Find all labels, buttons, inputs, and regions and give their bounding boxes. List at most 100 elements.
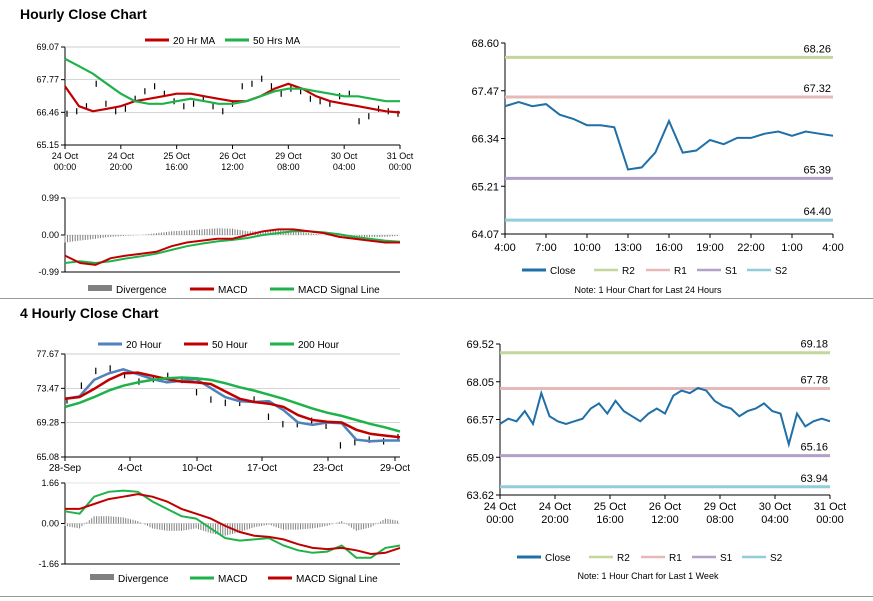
x-tick-label: 12:00 [221,162,244,172]
legend-label: S2 [770,553,783,564]
legend-label: R1 [674,266,687,277]
y-tick-label: 67.47 [471,86,499,98]
series-20-hour [64,367,400,443]
level-label-s1: 65.39 [803,164,831,176]
y-tick-label: 65.21 [471,181,499,193]
legend-label: 50 Hrs MA [253,36,301,47]
y-tick-label: 64.07 [471,229,499,241]
y-tick-label: -1.66 [38,559,59,569]
x-tick-label: 24 Oct [52,151,79,161]
x-tick-label: 20:00 [541,514,569,526]
x-tick-label: 08:00 [277,162,300,172]
x-tick-label: 19:00 [696,242,724,254]
y-tick-label: 65.08 [36,452,59,462]
legend-label: Close [545,553,571,564]
x-tick-label: 00:00 [486,514,514,526]
legend-label: R1 [669,553,682,564]
y-tick-label: 0.99 [41,193,59,203]
x-tick-label: 4:00 [494,242,515,254]
y-tick-label: 0.00 [41,519,59,529]
x-tick-label: 30 Oct [331,151,358,161]
y-tick-label: 77.67 [36,349,59,359]
x-tick-label: 04:00 [761,514,789,526]
x-tick-label: 7:00 [535,242,556,254]
x-tick-label: 00:00 [816,514,844,526]
y-tick-label: 63.62 [466,490,494,502]
x-tick-label: 22:00 [737,242,765,254]
series-20hr-ma [64,82,401,114]
x-tick-label: 4:00 [822,242,843,254]
legend-label: 20 Hour [126,340,162,351]
level-label-s1: 65.16 [800,442,828,454]
x-tick-label: 16:00 [596,514,624,526]
x-tick-label: 04:00 [333,162,356,172]
legend-label: S1 [725,266,738,277]
x-tick-label: 26 Oct [649,501,681,513]
series-50-hour [64,371,401,439]
y-tick-label: 66.57 [466,415,494,427]
x-tick-label: 12:00 [651,514,679,526]
y-tick-label: 68.05 [466,377,494,389]
legend-label: Divergence [116,285,167,296]
y-tick-label: -0.99 [38,267,59,277]
x-tick-label: 29-Oct [380,463,410,474]
legend-label: 20 Hr MA [173,36,216,47]
x-tick-label: 31 Oct [387,151,414,161]
legend-swatch [88,285,112,291]
legend-label: 200 Hour [298,340,340,351]
series-close [504,100,834,171]
x-tick-label: 30 Oct [759,501,791,513]
y-tick-label: 69.07 [36,42,59,52]
x-tick-label: 17-Oct [247,463,277,474]
x-tick-label: 13:00 [614,242,642,254]
series-macd-signal [64,230,401,265]
level-label-s2: 64.40 [803,206,831,218]
x-tick-label: 20:00 [110,162,133,172]
x-tick-label: 28-Sep [49,463,82,474]
bottom-divider [0,596,873,597]
y-tick-label: 73.47 [36,383,59,393]
legend-label: MACD Signal Line [296,574,378,585]
x-tick-label: 29 Oct [275,151,302,161]
section-title-4-hourly: 4 Hourly Close Chart [20,305,159,321]
x-tick-label: 25 Oct [163,151,190,161]
x-tick-label: 08:00 [706,514,734,526]
level-label-r1: 67.78 [800,375,828,387]
x-tick-label: 16:00 [655,242,683,254]
x-tick-label: 1:00 [781,242,802,254]
y-tick-label: 69.52 [466,339,494,351]
x-tick-label: 10-Oct [182,463,212,474]
x-tick-label: 31 Oct [814,501,846,513]
legend-swatch [90,574,114,580]
legend-label: R2 [617,553,630,564]
legend-label: MACD [218,574,247,585]
series-close [499,386,831,449]
legend-label: S2 [775,266,788,277]
legend-label: Divergence [118,574,169,585]
legend-label: 50 Hour [212,340,248,351]
chart-note: Note: 1 Hour Chart for Last 1 Week [578,571,719,581]
legend-label: MACD [218,285,247,296]
series-200-hour [64,376,401,433]
level-label-r2: 68.26 [803,43,831,55]
legend-label: MACD Signal Line [298,285,380,296]
x-tick-label: 16:00 [165,162,188,172]
level-label-s2: 63.94 [800,473,828,485]
x-tick-label: 29 Oct [704,501,736,513]
x-tick-label: 26 Oct [219,151,246,161]
y-tick-label: 65.09 [466,452,494,464]
level-label-r1: 67.32 [803,83,831,95]
level-label-r2: 69.18 [800,339,828,351]
chart-note: Note: 1 Hour Chart for Last 24 Hours [574,285,722,295]
section-divider [0,298,873,299]
y-tick-label: 66.46 [36,107,59,117]
x-tick-label: 25 Oct [594,501,626,513]
y-tick-label: 67.77 [36,75,59,85]
x-tick-label: 24 Oct [108,151,135,161]
x-tick-label: 23-Oct [313,463,343,474]
series-macd [64,228,400,266]
y-tick-label: 0.00 [41,230,59,240]
x-tick-label: 24 Oct [484,501,516,513]
x-tick-label: 24 Oct [539,501,571,513]
series-macd-signal [65,493,401,556]
